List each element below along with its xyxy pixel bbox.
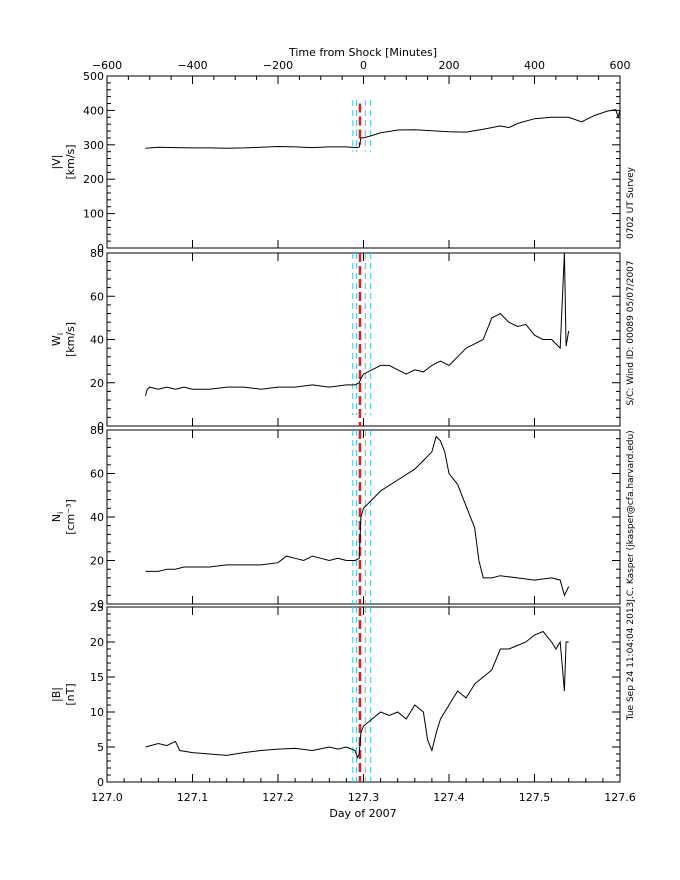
xtick-label-top: 200: [439, 59, 460, 72]
series-line-speed: [145, 108, 621, 149]
bottom-axis-ticks: 127.0 127.1 127.2 127.3 127.4 127.5 127.6: [91, 76, 636, 804]
ytick-label-magnetic_field: 0: [97, 776, 104, 789]
ylabel-unit-speed: [km/s]: [64, 144, 77, 179]
ytick-label-speed: 400: [83, 104, 104, 117]
ylabel-sub-thermal_speed: i: [56, 333, 65, 335]
ytick-label-density: 80: [90, 424, 104, 437]
ytick-label-thermal_speed: 80: [90, 247, 104, 260]
side-text-author: J.C. Kasper (jkasper@cfa.harvard.edu): [626, 430, 636, 602]
ytick-label-magnetic_field: 15: [90, 671, 104, 684]
ytick-label-speed: 500: [83, 70, 104, 83]
series-line-density: [145, 435, 570, 597]
ytick-label-magnetic_field: 10: [90, 706, 104, 719]
ylabel-sub-density: i: [56, 512, 65, 514]
xtick-label-top: −600: [92, 59, 122, 72]
ytick-label-thermal_speed: 40: [90, 334, 104, 347]
xtick-label-bottom: 127.6: [604, 791, 636, 804]
series-line-thermal_speed: [145, 252, 570, 396]
ylabel-main-density: N: [50, 514, 63, 522]
ylabel-thermal_speed: Wi: [50, 333, 65, 346]
ytick-label-density: 60: [90, 468, 104, 481]
ytick-label-magnetic_field: 25: [90, 601, 104, 614]
xtick-label-bottom: 127.3: [348, 791, 380, 804]
ytick-label-density: 0: [97, 598, 104, 611]
side-text-group: Tue Sep 24 11:04:04 2013 J.C. Kasper (jk…: [626, 166, 636, 721]
ylabel-speed: |V|: [50, 155, 63, 170]
side-text-timestamp: Tue Sep 24 11:04:04 2013: [626, 602, 636, 722]
ytick-label-speed: 0: [97, 242, 104, 255]
ytick-label-thermal_speed: 0: [97, 420, 104, 433]
xtick-label-bottom: 127.0: [91, 791, 123, 804]
xtick-label-top: 600: [610, 59, 631, 72]
ytick-label-magnetic_field: 5: [97, 741, 104, 754]
panel-density: 0 20 40 60 80 Ni [cm⁻³]: [50, 424, 621, 611]
ytick-label-speed: 200: [83, 173, 104, 186]
ytick-label-speed: 100: [83, 208, 104, 221]
bottom-axis-title: Day of 2007: [329, 807, 396, 820]
ytick-label-density: 40: [90, 511, 104, 524]
panel-speed: 0 100 200 300 400 500 |V| [km/s]: [50, 70, 621, 255]
panel-magnetic_field: 0 5 10 15 20 25 |B| [nT]: [50, 601, 621, 789]
panel-thermal_speed: 0 20 40 60 80 Wi [km/s]: [50, 247, 621, 433]
ytick-label-thermal_speed: 60: [90, 290, 104, 303]
ylabel-unit-thermal_speed: [km/s]: [64, 322, 77, 357]
ylabel-main-magnetic_field: |B|: [50, 687, 63, 702]
series-line-magnetic_field: [145, 630, 569, 759]
ylabel-unit-magnetic_field: [nT]: [64, 683, 77, 705]
ylabel-unit-density: [cm⁻³]: [64, 499, 77, 535]
xtick-label-top: 0: [360, 59, 367, 72]
ytick-label-thermal_speed: 20: [90, 377, 104, 390]
xtick-label-top: 400: [524, 59, 545, 72]
xtick-label-bottom: 127.2: [262, 791, 294, 804]
xtick-label-top: −200: [263, 59, 293, 72]
ylabel-main-thermal_speed: W: [50, 335, 63, 346]
ylabel-density: Ni: [50, 512, 65, 522]
xtick-label-bottom: 127.4: [433, 791, 465, 804]
xtick-label-bottom: 127.5: [519, 791, 551, 804]
xtick-label-bottom: 127.1: [177, 791, 209, 804]
side-text-spacecraft: S/C: Wind ID: 00089 05/07/2007: [626, 260, 636, 405]
top-axis-title: Time from Shock [Minutes]: [288, 46, 437, 59]
ylabel-magnetic_field: |B|: [50, 687, 63, 702]
ylabel-main-speed: |V|: [50, 155, 63, 170]
panel-frame-magnetic_field: [106, 606, 621, 783]
top-axis-ticks: −600 −400 −200 0 200 400 600: [92, 59, 631, 84]
ytick-label-magnetic_field: 20: [90, 636, 104, 649]
panel-frame-density: [106, 429, 621, 605]
panel-frame-speed: [106, 75, 621, 249]
ytick-label-density: 20: [90, 555, 104, 568]
side-text-survey: 0702 UT Survey: [626, 166, 636, 239]
ytick-label-speed: 300: [83, 139, 104, 152]
xtick-label-top: −400: [177, 59, 207, 72]
